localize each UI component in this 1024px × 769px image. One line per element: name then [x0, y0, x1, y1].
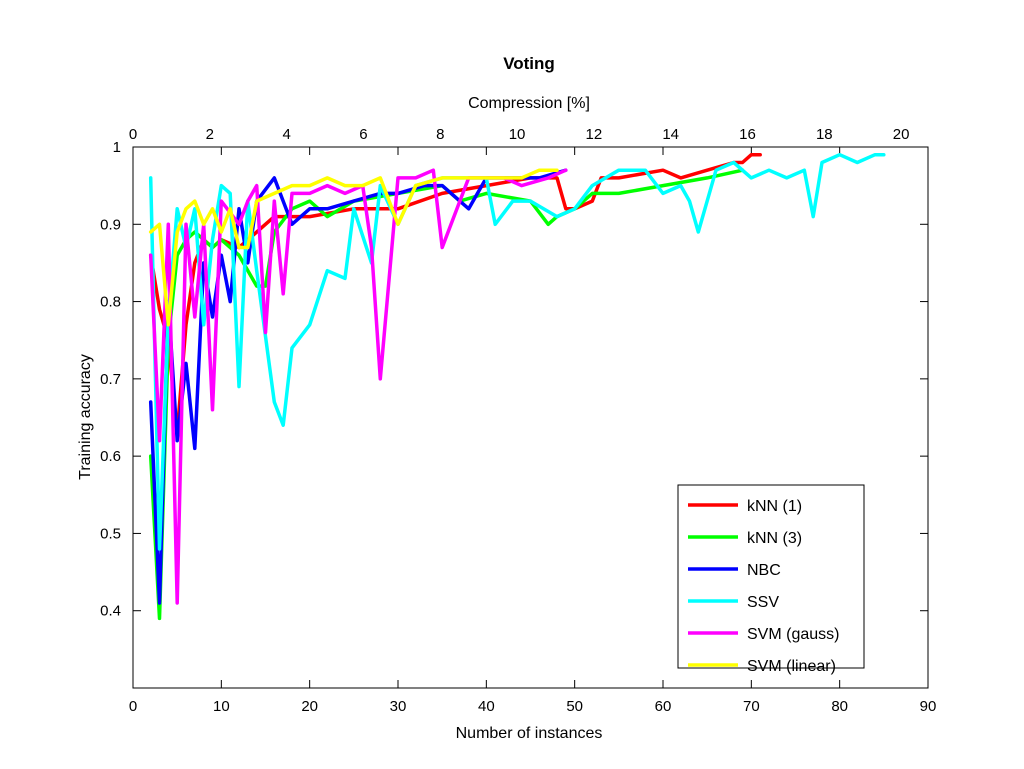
- series-line-5: [148, 168, 559, 327]
- legend-label: NBC: [747, 562, 781, 579]
- chart-title: Voting: [503, 54, 555, 73]
- x-tick-label: 50: [566, 698, 583, 715]
- series-lines: [148, 152, 886, 621]
- x-tick-label: 20: [301, 698, 318, 715]
- x-tick-label: 80: [831, 698, 848, 715]
- y-tick-label: 0.6: [100, 448, 121, 465]
- legend: kNN (1) kNN (3) NBC SSV SVM (gauss) SVM (line…: [677, 484, 865, 675]
- x-tick-label: 70: [743, 698, 760, 715]
- series-line-0: [148, 152, 762, 435]
- x-tick-label: 60: [655, 698, 672, 715]
- x2-tick-label: 2: [206, 126, 214, 143]
- series-line-4: [148, 168, 568, 605]
- x2-axis-label: Compression [%]: [468, 95, 590, 112]
- y-tick-label: 1: [113, 139, 121, 156]
- y-tick-label: 0.7: [100, 371, 121, 388]
- legend-box: [677, 484, 865, 669]
- x-tick-label: 30: [390, 698, 407, 715]
- legend-label: SVM (gauss): [747, 626, 839, 643]
- x2-tick-label: 10: [509, 126, 526, 143]
- x2-tick-label: 0: [129, 126, 137, 143]
- x2-tick-label: 16: [739, 126, 756, 143]
- axis-ticks: 0 10 20 30 40 50 60 70 80 900.40.50.60.70.80.910 2…: [100, 126, 936, 715]
- x-tick-label: 10: [213, 698, 230, 715]
- y-tick-label: 0.8: [100, 294, 121, 311]
- y-tick-label: 0.9: [100, 216, 121, 233]
- legend-label: SSV: [747, 594, 779, 611]
- x2-tick-label: 6: [359, 126, 367, 143]
- y-tick-label: 0.4: [100, 603, 121, 620]
- x2-tick-label: 12: [586, 126, 603, 143]
- x-axis-label: Number of instances: [456, 725, 603, 742]
- x2-tick-label: 14: [662, 126, 679, 143]
- legend-label: kNN (1): [747, 498, 802, 515]
- y-axis-label: Training accuracy: [77, 354, 94, 480]
- legend-label: SVM (linear): [747, 658, 836, 675]
- x-tick-label: 40: [478, 698, 495, 715]
- x-tick-label: 0: [129, 698, 137, 715]
- x2-tick-label: 20: [893, 126, 910, 143]
- x2-tick-label: 4: [282, 126, 290, 143]
- x2-tick-label: 8: [436, 126, 444, 143]
- x-tick-label: 90: [920, 698, 937, 715]
- x2-tick-label: 18: [816, 126, 833, 143]
- legend-label: kNN (3): [747, 530, 802, 547]
- y-tick-label: 0.5: [100, 525, 121, 542]
